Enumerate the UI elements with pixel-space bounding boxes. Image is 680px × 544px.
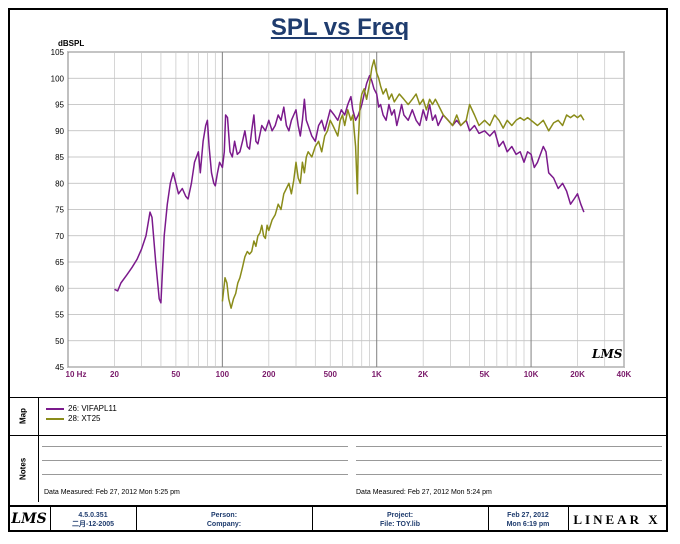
footer-date-cell: Feb 27, 2012 Mon 6:19 pm xyxy=(488,507,568,532)
x-tick-label: 1K xyxy=(372,370,382,379)
project-label: Project: xyxy=(386,511,414,519)
legend-swatch xyxy=(46,407,64,410)
footer-version-cell: 4.5.0.351 二月-12-2005 xyxy=(50,507,136,532)
notes-label: Notes xyxy=(18,457,28,481)
lms-logo: LMS xyxy=(11,511,47,527)
x-tick-label: 100 xyxy=(216,370,230,379)
note-line xyxy=(42,474,348,475)
note-line xyxy=(356,446,662,447)
y-tick-label: 55 xyxy=(55,311,64,320)
legend-swatch xyxy=(46,417,64,420)
series-lines xyxy=(114,59,585,309)
note-line xyxy=(42,446,348,447)
linearx-logo: LINEAR X xyxy=(573,512,661,527)
footer-date-line2: Mon 6:19 pm xyxy=(506,520,550,528)
right-measured-date: Data Measured: Feb 27, 2012 Mon 5:24 pm xyxy=(356,489,492,496)
x-axis-ticks: 10 Hz 20 50 100 200 500 1K 2K 5K 10K 20K 40K xyxy=(66,370,632,379)
y-tick-label: 90 xyxy=(55,127,64,136)
legend-label: 26: VIFAPL11 xyxy=(68,404,117,413)
x-tick-label: 500 xyxy=(324,370,338,379)
note-line xyxy=(356,474,662,475)
plot-grid xyxy=(67,51,625,368)
map-separator xyxy=(38,398,39,435)
footer-person-cell: Person: Company: xyxy=(136,507,312,532)
x-tick-label: 40K xyxy=(617,370,632,379)
y-tick-label: 75 xyxy=(55,206,64,215)
y-tick-label: 65 xyxy=(55,258,64,267)
person-label: Person: xyxy=(210,511,238,519)
x-tick-label: 200 xyxy=(262,370,276,379)
series-line-1 xyxy=(221,59,585,309)
notes-panel: Notes Data Measured: Feb 27, 2012 Mon 5:… xyxy=(8,436,668,502)
notes-separator xyxy=(38,436,39,502)
x-tick-label: 50 xyxy=(171,370,180,379)
y-axis-ticks: 45 50 55 60 65 70 75 80 85 90 95 100 105 xyxy=(51,48,65,372)
version-text: 4.5.0.351 xyxy=(78,511,108,519)
y-tick-label: 100 xyxy=(51,74,65,83)
footer-separator xyxy=(488,507,489,532)
legend-item: 28: XT25 xyxy=(46,414,100,423)
footer-logo-cell: LMS xyxy=(8,507,50,532)
footer-brand-cell: LINEAR X xyxy=(568,507,666,532)
plot-watermark-logo: LMS xyxy=(591,347,623,361)
y-tick-label: 45 xyxy=(55,363,64,372)
x-tick-label: 10K xyxy=(524,370,539,379)
y-axis-label: dBSPL xyxy=(58,39,84,48)
file-label: File: TOY.lib xyxy=(380,520,420,528)
note-line xyxy=(42,460,348,461)
x-tick-label: 10 Hz xyxy=(66,370,87,379)
y-tick-label: 50 xyxy=(55,337,64,346)
footer-separator xyxy=(568,507,569,532)
footer: LMS 4.5.0.351 二月-12-2005 Person: Company… xyxy=(8,505,668,532)
map-panel: Map 26: VIFAPL11 28: XT25 xyxy=(8,397,668,436)
y-tick-label: 70 xyxy=(55,232,64,241)
footer-date-line1: Feb 27, 2012 xyxy=(507,511,549,519)
y-tick-label: 80 xyxy=(55,179,64,188)
legend-item: 26: VIFAPL11 xyxy=(46,404,117,413)
y-tick-label: 85 xyxy=(55,153,64,162)
footer-separator xyxy=(312,507,313,532)
footer-separator xyxy=(50,507,51,532)
left-measured-date: Data Measured: Feb 27, 2012 Mon 5:25 pm xyxy=(44,489,180,496)
company-label: Company: xyxy=(206,520,242,528)
x-tick-label: 20K xyxy=(570,370,585,379)
footer-separator xyxy=(136,507,137,532)
legend-label: 28: XT25 xyxy=(68,414,101,423)
y-tick-label: 95 xyxy=(55,101,64,110)
build-date-text: 二月-12-2005 xyxy=(71,520,115,528)
x-tick-label: 5K xyxy=(479,370,489,379)
x-tick-label: 20 xyxy=(110,370,119,379)
series-line-0 xyxy=(114,74,585,304)
footer-project-cell: Project: File: TOY.lib xyxy=(312,507,488,532)
note-line xyxy=(356,460,662,461)
y-tick-label: 60 xyxy=(55,284,64,293)
y-tick-label: 105 xyxy=(51,48,65,57)
chart-title: SPL vs Freq xyxy=(270,14,410,41)
x-tick-label: 2K xyxy=(418,370,428,379)
map-label: Map xyxy=(18,408,28,425)
